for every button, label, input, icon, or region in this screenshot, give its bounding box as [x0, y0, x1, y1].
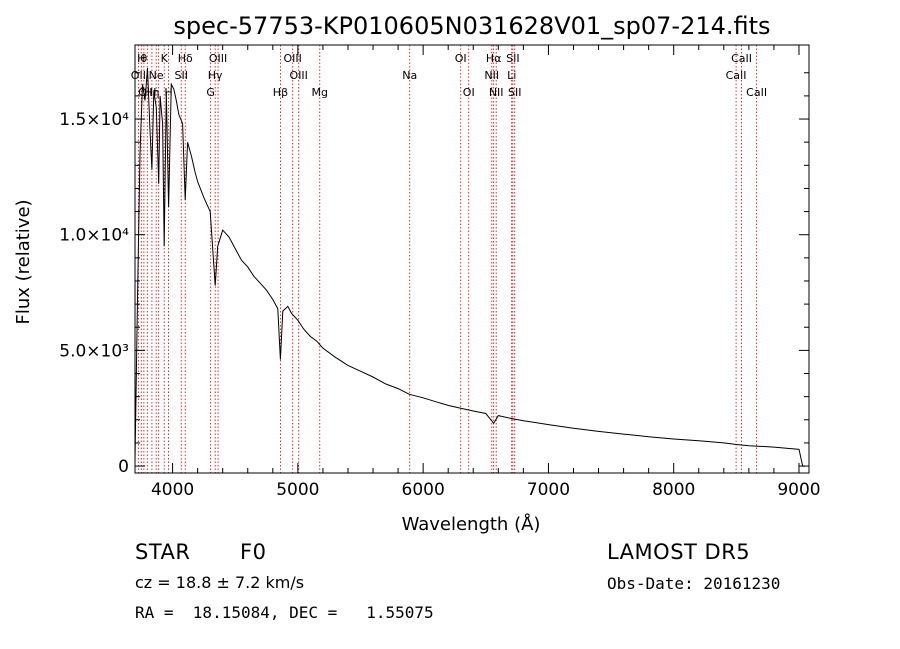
line-label-24: Li — [507, 69, 516, 82]
series-layer — [134, 68, 806, 467]
line-label-12: Hγ — [208, 69, 223, 82]
line-label-14: Hβ — [273, 86, 288, 99]
x-tick-label-4000: 4000 — [151, 480, 194, 500]
line-label-5: Ne — [149, 69, 164, 82]
subclass: F0 — [240, 540, 267, 564]
x-tick-label-6000: 6000 — [402, 480, 445, 500]
line-label-10: Hδ — [178, 52, 193, 65]
chart-title: spec-57753-KP010605N031628V01_sp07-214.f… — [173, 12, 770, 40]
y-tick-label-5000: 5.0×10³ — [59, 341, 129, 361]
line-label-8: H — [164, 86, 172, 99]
survey-name: LAMOST DR5 — [607, 540, 751, 564]
line-label-22: Hα — [486, 52, 502, 65]
line-label-20: OI — [463, 86, 475, 99]
spectrum-line-0 — [134, 68, 806, 467]
y-tick-label-0: 0 — [118, 457, 129, 477]
line-label-16: OIII — [290, 69, 308, 82]
line-label-29: CaII — [746, 86, 767, 99]
axes: 4000 5000 6000 7000 8000 9000 0 5.0×10³ 1.0×10⁴ 1… — [59, 44, 821, 500]
line-label-18: Na — [402, 69, 417, 82]
line-label-21: NII — [484, 69, 499, 82]
line-label-1: H — [137, 52, 145, 65]
x-axis-label: Wavelength (Å) — [402, 513, 541, 535]
line-label-17: Mg — [312, 86, 328, 99]
line-label-9: SII — [174, 69, 187, 82]
coordinates: RA = 18.15084, DEC = 1.55075 — [135, 603, 434, 622]
redshift-text: cz = 18.8 ± 7.2 km/s — [135, 573, 305, 592]
line-label-7: K — [161, 52, 169, 65]
line-label-11: G — [206, 86, 215, 99]
line-label-25: SII — [506, 52, 519, 65]
y-tick-label-10000: 1.0×10⁴ — [59, 226, 129, 246]
y-tick-label-15000: 1.5×10⁴ — [59, 110, 129, 130]
line-label-15: OIII — [284, 52, 302, 65]
plot-frame — [134, 44, 810, 474]
line-label-26: SII — [508, 86, 521, 99]
line-label-2: θ — [141, 52, 148, 65]
spectral-line-markers: OIIHθOIIIHηNeKHSIIHδGHγOIIIHβOIIIOIIIMgN… — [131, 45, 767, 473]
y-axis-label: Flux (relative) — [13, 199, 34, 324]
line-label-23: NII — [489, 86, 504, 99]
line-label-28: CaII — [731, 52, 752, 65]
x-tick-label-8000: 8000 — [652, 480, 695, 500]
line-label-27: CaII — [726, 69, 747, 82]
x-tick-label-7000: 7000 — [527, 480, 570, 500]
x-tick-label-9000: 9000 — [777, 480, 820, 500]
obs-date: Obs-Date: 20161230 — [607, 574, 781, 593]
line-label-13: OIII — [209, 52, 227, 65]
x-tick-label-5000: 5000 — [276, 480, 319, 500]
object-class: STAR — [135, 540, 191, 564]
line-label-4: Hη — [144, 86, 159, 99]
line-label-19: OI — [455, 52, 467, 65]
